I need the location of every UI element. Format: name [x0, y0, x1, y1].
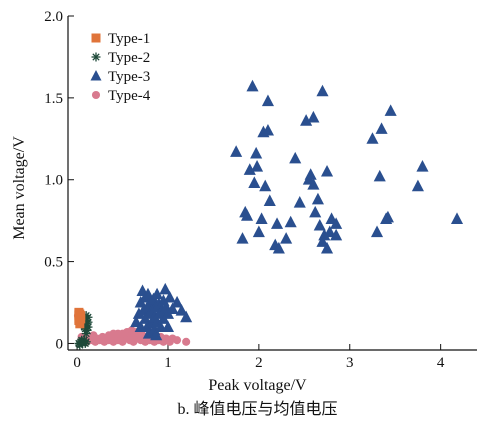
data-point — [80, 338, 90, 348]
data-point — [236, 232, 249, 244]
data-point — [270, 217, 284, 229]
data-point — [180, 310, 193, 323]
data-point — [284, 215, 297, 228]
data-point — [166, 302, 179, 315]
data-point — [250, 160, 264, 172]
data-point — [175, 304, 188, 316]
data-point — [142, 327, 155, 339]
data-point — [320, 241, 334, 254]
data-point — [316, 235, 329, 247]
data-point — [384, 104, 397, 116]
y-tick-label: 2.0 — [44, 9, 63, 25]
data-point — [76, 314, 86, 324]
data-point — [75, 319, 85, 329]
data-point — [307, 110, 320, 123]
y-tick-label: 1.5 — [44, 91, 63, 107]
data-point — [246, 79, 259, 92]
data-point — [381, 210, 394, 223]
data-point — [134, 320, 147, 333]
data-point — [309, 205, 322, 218]
data-point — [161, 320, 175, 333]
data-point — [316, 84, 329, 97]
legend-item: Type-1 — [91, 31, 150, 47]
data-point — [320, 164, 334, 177]
data-point — [81, 329, 91, 339]
data-point — [159, 282, 172, 295]
data-point — [90, 70, 102, 81]
series-layer — [73, 79, 464, 350]
data-point — [171, 295, 184, 308]
data-point — [330, 217, 343, 229]
data-point — [263, 194, 276, 206]
y-tick-label: 0.5 — [44, 255, 63, 271]
data-point — [243, 163, 256, 175]
legend: Type-1 Type-2 Type-3 Type-4 — [90, 31, 151, 104]
data-point — [173, 336, 182, 345]
series-type-3 — [130, 79, 464, 341]
data-point — [311, 192, 324, 205]
data-point — [307, 178, 320, 190]
data-point — [313, 218, 326, 231]
data-point — [261, 124, 275, 136]
data-point — [230, 145, 243, 157]
legend-item: Type-4 — [91, 88, 151, 104]
data-point — [416, 160, 429, 172]
data-point — [104, 331, 113, 340]
data-point — [293, 196, 306, 208]
data-point — [373, 169, 386, 182]
data-point — [74, 309, 84, 319]
data-point — [375, 122, 388, 134]
legend-label: Type-3 — [108, 69, 150, 85]
data-point — [150, 328, 163, 341]
data-point — [151, 287, 164, 300]
x-tick-label: 1 — [164, 355, 172, 371]
data-point — [330, 228, 343, 241]
data-point — [289, 151, 302, 164]
data-point — [450, 212, 464, 224]
data-point — [304, 168, 317, 180]
y-axis-label: Mean voltage/V — [11, 136, 28, 240]
data-point — [91, 90, 101, 100]
data-point — [272, 241, 285, 254]
plot-frame: 0 1 2 3 4 0 0.5 1.0 1.5 2.0 — [44, 9, 477, 371]
x-axis-label: Peak voltage/V — [208, 377, 307, 394]
data-point — [261, 94, 275, 107]
x-tick-label: 3 — [346, 355, 354, 371]
data-point — [91, 52, 101, 62]
data-point — [248, 176, 261, 188]
legend-item: Type-3 — [90, 69, 150, 85]
data-point — [182, 337, 191, 346]
x-tick-label: 0 — [73, 355, 81, 371]
legend-label: Type-4 — [108, 88, 151, 104]
data-point — [366, 132, 379, 144]
data-point — [141, 287, 155, 300]
data-point — [300, 114, 313, 126]
y-tick-label: 1.0 — [44, 173, 63, 189]
data-point — [259, 179, 272, 192]
data-point — [83, 322, 93, 332]
data-point — [411, 179, 424, 192]
legend-item: Type-2 — [91, 50, 150, 66]
data-point — [370, 225, 384, 238]
legend-label: Type-1 — [108, 31, 150, 47]
data-point — [323, 225, 336, 238]
data-point — [241, 209, 254, 221]
series-type-1 — [74, 307, 86, 329]
x-tick-label: 4 — [437, 355, 445, 371]
figure-caption: b. 峰值电压与均值电压 — [177, 400, 337, 418]
data-point — [163, 291, 176, 303]
data-point — [91, 33, 101, 43]
data-point — [255, 212, 268, 224]
data-point — [250, 146, 263, 159]
x-tick-label: 2 — [255, 355, 263, 371]
data-point — [252, 225, 265, 238]
data-point — [280, 232, 293, 244]
legend-label: Type-2 — [108, 50, 150, 66]
y-tick-label: 0 — [56, 336, 64, 352]
data-point — [318, 228, 331, 241]
